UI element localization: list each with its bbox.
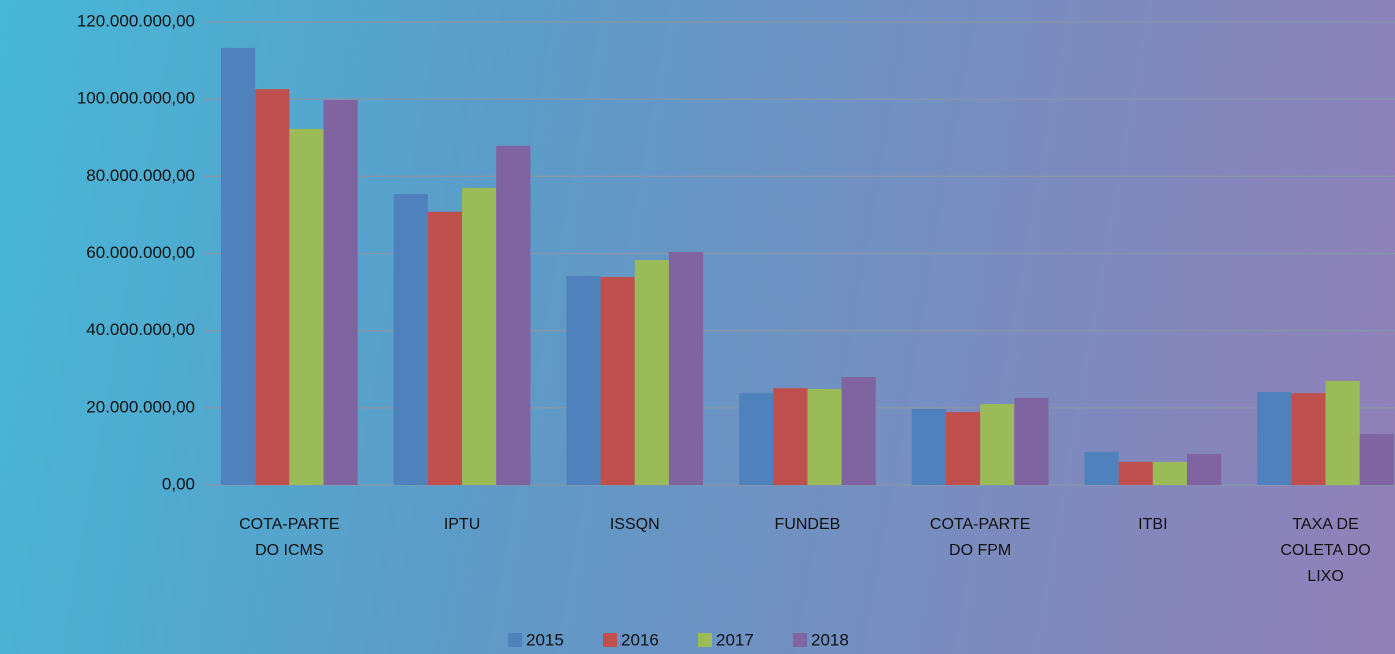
x-tick-label: TAXA DE COLETA DO LIXO: [1274, 512, 1378, 590]
bar: [1360, 434, 1394, 485]
y-tick-label: 60.000.000,00: [86, 243, 195, 262]
y-tick-label: 120.000.000,00: [77, 11, 195, 30]
bar: [462, 188, 496, 485]
x-tick-label: ISSQN: [583, 512, 687, 538]
bar: [1187, 454, 1221, 485]
bar: [669, 252, 703, 485]
legend-label: 2018: [811, 630, 849, 649]
bar: [1085, 452, 1119, 485]
legend-label: 2016: [621, 630, 659, 649]
bar: [946, 412, 980, 485]
legend-swatch: [793, 633, 807, 647]
bar: [980, 404, 1014, 485]
bar: [842, 377, 876, 485]
x-tick-label: COTA-PARTE DO FPM: [928, 512, 1032, 564]
bar: [221, 48, 255, 485]
bar: [566, 276, 600, 485]
legend-swatch: [698, 633, 712, 647]
bar: [773, 388, 807, 485]
bar: [428, 212, 462, 485]
legend-swatch: [603, 633, 617, 647]
bar: [496, 146, 530, 485]
x-tick-label: ITBI: [1101, 512, 1205, 538]
bar: [912, 409, 946, 485]
bar: [635, 260, 669, 485]
bar: [1119, 462, 1153, 485]
bar: [1291, 393, 1325, 485]
bar: [807, 389, 841, 485]
chart-plot: 0,00 20.000.000,00 40.000.000,00 60.000.000…: [0, 0, 1395, 654]
bar: [324, 100, 358, 485]
y-tick-label: 100.000.000,00: [77, 89, 195, 108]
x-tick-label: IPTU: [410, 512, 514, 538]
bar: [1153, 462, 1187, 485]
bar: [739, 393, 773, 485]
legend-swatch: [508, 633, 522, 647]
y-tick-label: 20.000.000,00: [86, 397, 195, 416]
y-tick-label: 40.000.000,00: [86, 320, 195, 339]
x-tick-label: FUNDEB: [755, 512, 859, 538]
bar: [601, 277, 635, 485]
chart: 0,00 20.000.000,00 40.000.000,00 60.000.000…: [0, 0, 1395, 654]
legend-label: 2017: [716, 630, 754, 649]
bar: [255, 89, 289, 485]
x-tick-label: COTA-PARTE DO ICMS: [237, 512, 341, 564]
bar: [1326, 381, 1360, 485]
y-tick-label: 0,00: [162, 474, 195, 493]
legend-label: 2015: [526, 630, 564, 649]
y-tick-label: 80.000.000,00: [86, 166, 195, 185]
bar: [1257, 392, 1291, 485]
bar: [394, 194, 428, 485]
bar: [289, 129, 323, 485]
bar: [1014, 398, 1048, 485]
